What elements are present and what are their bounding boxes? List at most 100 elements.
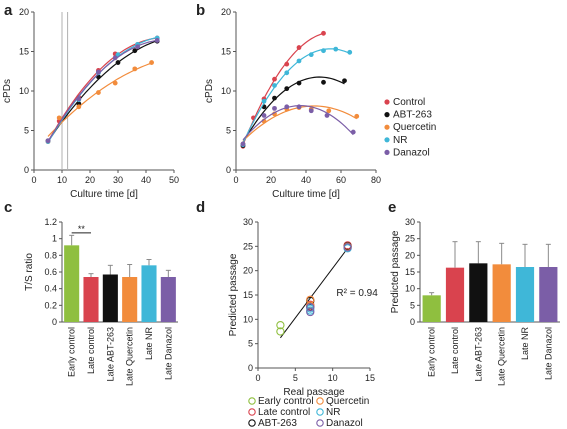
- y-axis-title: Predicted passage: [228, 253, 239, 336]
- bar: [83, 277, 99, 322]
- legend-marker: [316, 397, 324, 405]
- y-tick-label: 25: [405, 234, 415, 244]
- y-tick-label: 10: [19, 86, 29, 96]
- y-tick-label: 0.4: [44, 284, 57, 294]
- y-tick-label: 10: [405, 284, 415, 294]
- x-tick-label: 50: [169, 175, 179, 185]
- panel-letter: c: [4, 199, 12, 216]
- data-point: [112, 55, 118, 61]
- category-label: Late control: [450, 327, 460, 374]
- y-tick-label: 30: [405, 217, 415, 227]
- legend-label: ABT-263: [258, 418, 297, 429]
- y-tick-label: 20: [243, 266, 253, 276]
- category-label: Early control: [67, 327, 77, 377]
- data-point: [261, 98, 267, 104]
- bar: [64, 245, 80, 322]
- data-point: [347, 49, 353, 55]
- legend-label: Quercetin: [393, 122, 436, 133]
- panel-a: 0 5 10 15 20 0 10 20 30 40 50 Culture time [d] cPDs: [2, 7, 179, 200]
- y-tick-label: 1: [52, 234, 57, 244]
- y-tick-label: 0.8: [44, 250, 57, 260]
- x-tick-label: 0: [31, 175, 36, 185]
- y-tick-label: 0.2: [44, 300, 57, 310]
- data-point: [96, 69, 101, 75]
- trend-line: [242, 76, 345, 143]
- data-point: [306, 307, 315, 317]
- data-point: [284, 70, 290, 76]
- data-point: [321, 30, 326, 36]
- legend-label: Late control: [258, 407, 310, 418]
- data-point: [56, 115, 62, 121]
- x-tick-label: 5: [293, 373, 298, 383]
- y-axis-title: cPDs: [204, 79, 215, 103]
- legend-marker: [384, 112, 390, 118]
- y-tick-label: 10: [243, 314, 253, 324]
- bar: [539, 267, 558, 322]
- x-tick-label: 15: [365, 373, 375, 383]
- data-point: [296, 58, 302, 64]
- fit-line: [280, 247, 348, 339]
- x-tick-label: 40: [301, 175, 311, 185]
- y-axis-title: Predicted passage: [390, 230, 401, 313]
- series-quercetin: [45, 60, 155, 144]
- legend-label: Quercetin: [326, 396, 369, 407]
- bar: [469, 263, 488, 322]
- legend-label: Control: [393, 97, 425, 108]
- bar: [160, 277, 176, 322]
- data-point: [284, 61, 290, 67]
- bar: [515, 267, 535, 322]
- panel-letter: b: [196, 2, 205, 19]
- category-label: Late ABT-263: [473, 327, 483, 382]
- data-point: [272, 105, 277, 111]
- legend-label: Danazol: [326, 418, 363, 429]
- trend-line: [242, 105, 358, 142]
- x-tick-label: 80: [371, 175, 381, 185]
- series-danazol: [240, 104, 356, 147]
- category-label: Late Danazol: [543, 327, 553, 380]
- legend-marker: [316, 408, 324, 416]
- x-tick-label: 0: [255, 373, 260, 383]
- legend-label: ABT-263: [393, 110, 432, 121]
- data-point: [276, 327, 285, 336]
- bar: [422, 295, 441, 322]
- category-label: Early control: [427, 327, 437, 377]
- data-point: [324, 113, 330, 118]
- legend-marker: [384, 149, 390, 155]
- data-point: [350, 129, 356, 135]
- data-point: [333, 46, 339, 52]
- bar: [122, 277, 138, 322]
- data-point: [135, 44, 141, 50]
- data-point: [115, 60, 121, 65]
- x-tick-label: 30: [113, 175, 123, 185]
- bar: [492, 264, 511, 322]
- y-tick-label: 10: [221, 86, 231, 96]
- y-tick-label: 15: [221, 47, 231, 57]
- r-squared-annotation: R² = 0.94: [336, 288, 378, 299]
- y-tick-label: 20: [221, 7, 231, 17]
- y-tick-label: 5: [226, 126, 231, 136]
- data-point: [321, 48, 326, 54]
- panel-d: 0 5 10 15 20 25 30 0 5 10 15 Real passage Predicted …: [228, 217, 378, 398]
- bar: [445, 267, 465, 322]
- legend-label: Early control: [258, 396, 314, 407]
- data-point: [308, 108, 314, 114]
- data-point: [76, 96, 82, 102]
- panel-letter: e: [388, 199, 396, 216]
- x-tick-label: 0: [233, 175, 238, 185]
- data-point: [132, 66, 138, 72]
- data-point: [261, 113, 267, 118]
- data-point: [240, 141, 246, 147]
- category-label: Late Quercetin: [125, 327, 135, 386]
- data-point: [276, 321, 285, 330]
- panel-letter: a: [4, 2, 13, 19]
- data-point: [132, 48, 138, 54]
- legend-marker: [248, 397, 256, 405]
- series-quercetin: [240, 105, 360, 147]
- series-nr: [45, 35, 160, 144]
- data-point: [272, 76, 277, 82]
- data-point: [284, 86, 290, 92]
- data-point: [76, 104, 82, 110]
- data-point: [45, 138, 51, 144]
- category-label: Late NR: [520, 327, 530, 361]
